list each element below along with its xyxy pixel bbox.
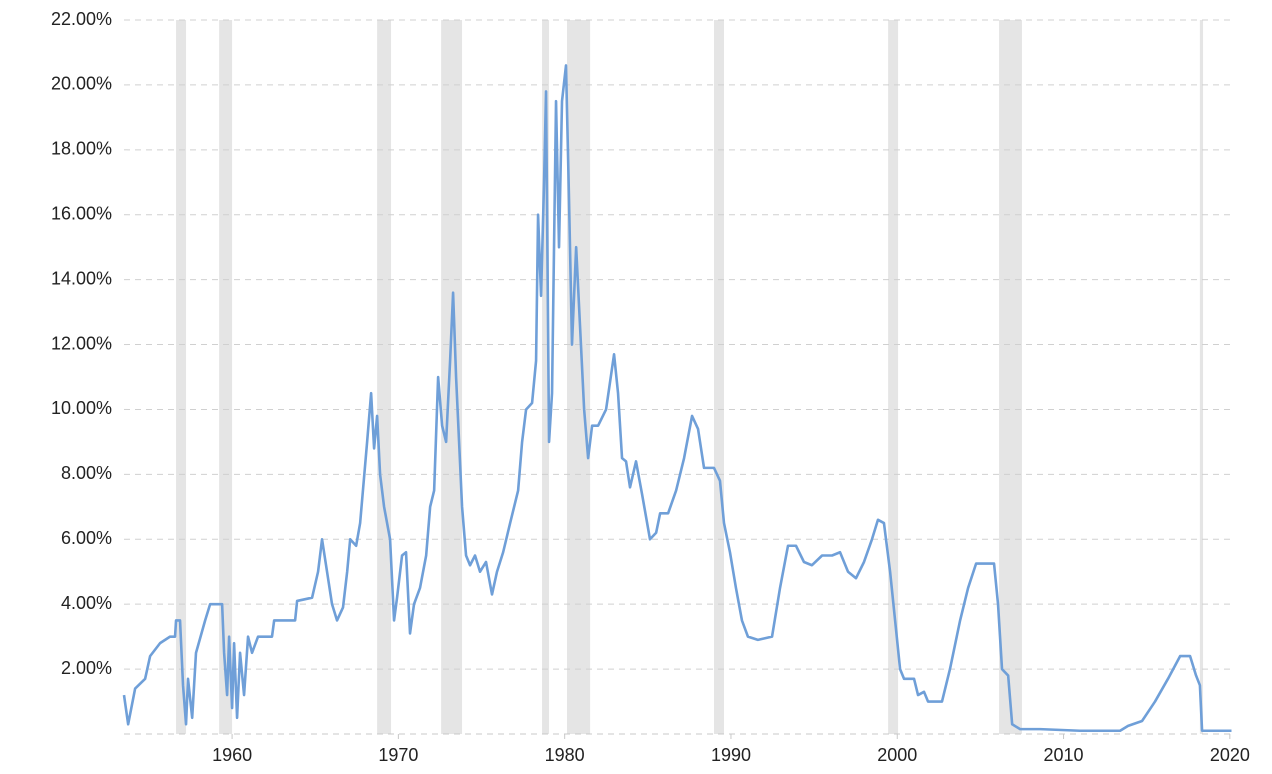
shaded-band xyxy=(567,20,591,734)
shaded-band xyxy=(542,20,550,734)
y-tick-label: 12.00% xyxy=(51,333,112,353)
x-tick-label: 1960 xyxy=(212,745,252,765)
y-tick-label: 14.00% xyxy=(51,268,112,288)
shaded-band xyxy=(999,20,1022,734)
y-tick-label: 22.00% xyxy=(51,9,112,29)
data-line xyxy=(122,64,1232,733)
y-tick-label: 8.00% xyxy=(61,463,112,483)
shaded-band xyxy=(441,20,463,734)
x-tick-label: 2010 xyxy=(1044,745,1084,765)
y-tick-label: 16.00% xyxy=(51,203,112,223)
shaded-band xyxy=(219,20,233,734)
y-tick-label: 4.00% xyxy=(61,593,112,613)
y-tick-label: 6.00% xyxy=(61,528,112,548)
shaded-band xyxy=(714,20,724,734)
y-tick-label: 2.00% xyxy=(61,658,112,678)
x-tick-label: 1980 xyxy=(545,745,585,765)
x-tick-label: 2000 xyxy=(877,745,917,765)
y-tick-label: 10.00% xyxy=(51,398,112,418)
x-tick-label: 1970 xyxy=(378,745,418,765)
shaded-band xyxy=(888,20,899,734)
x-tick-label: 1990 xyxy=(711,745,751,765)
y-tick-label: 18.00% xyxy=(51,139,112,159)
x-tick-label: 2020 xyxy=(1210,745,1250,765)
y-tick-label: 20.00% xyxy=(51,74,112,94)
shaded-band xyxy=(377,20,392,734)
shaded-band xyxy=(1199,20,1204,734)
shaded-band xyxy=(176,20,187,734)
